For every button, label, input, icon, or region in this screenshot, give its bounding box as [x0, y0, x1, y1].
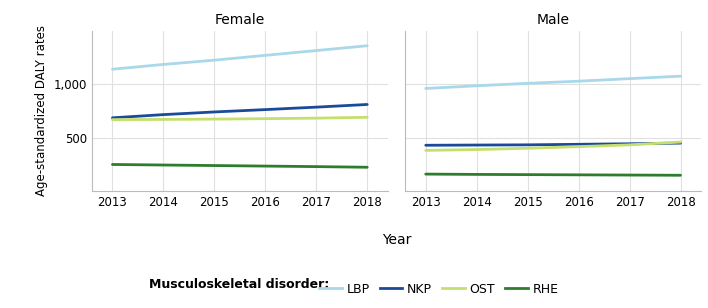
- Title: Male: Male: [537, 13, 570, 27]
- Y-axis label: Age-standardized DALY rates: Age-standardized DALY rates: [35, 25, 48, 197]
- Text: Musculoskeletal disorder:: Musculoskeletal disorder:: [149, 278, 329, 291]
- Title: Female: Female: [215, 13, 265, 27]
- Legend: LBP, NKP, OST, RHE: LBP, NKP, OST, RHE: [319, 283, 559, 296]
- Text: Year: Year: [382, 233, 411, 247]
